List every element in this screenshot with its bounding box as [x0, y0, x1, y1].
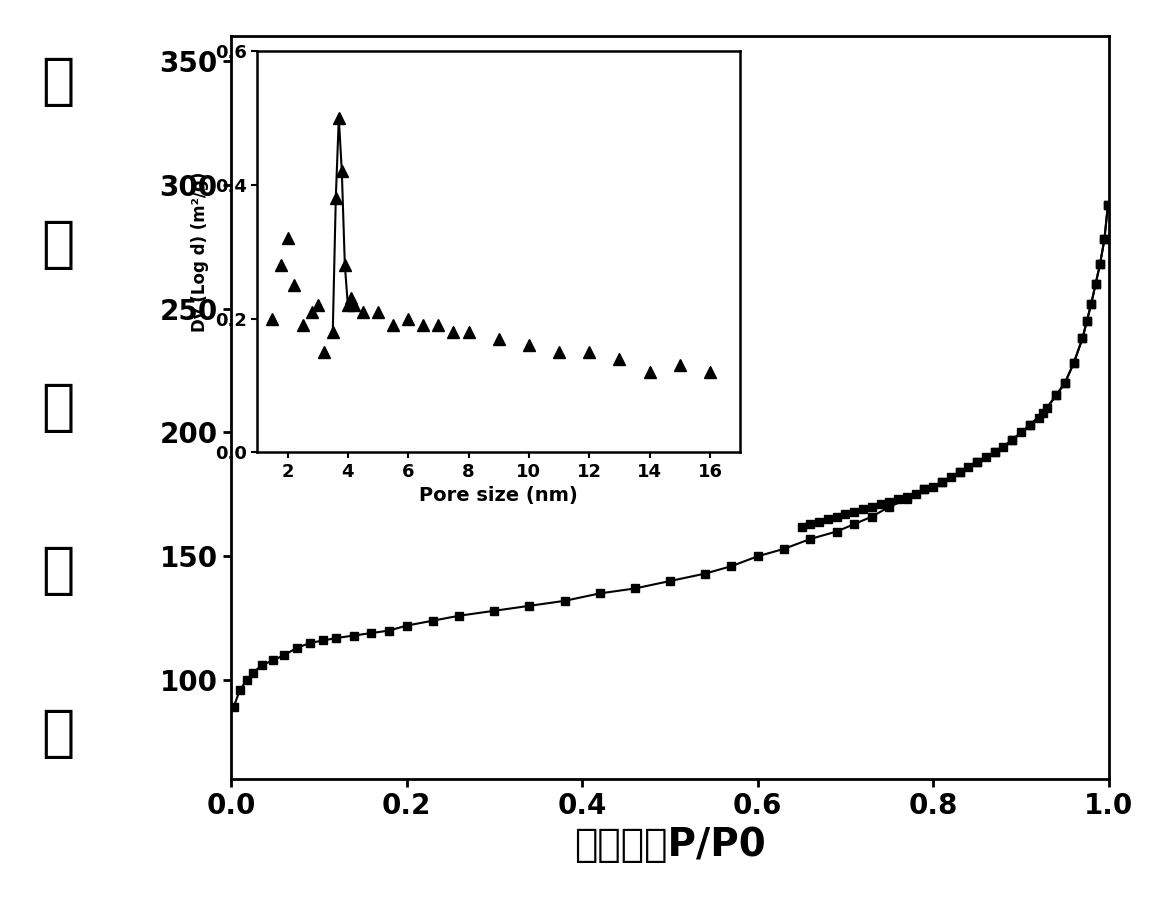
- Text: 对: 对: [42, 217, 74, 272]
- Text: 附: 附: [42, 544, 74, 598]
- Text: 量: 量: [42, 707, 74, 761]
- Text: 吸: 吸: [42, 381, 74, 435]
- Text: 相: 相: [42, 54, 74, 109]
- X-axis label: 相对压力P/P0: 相对压力P/P0: [574, 826, 766, 864]
